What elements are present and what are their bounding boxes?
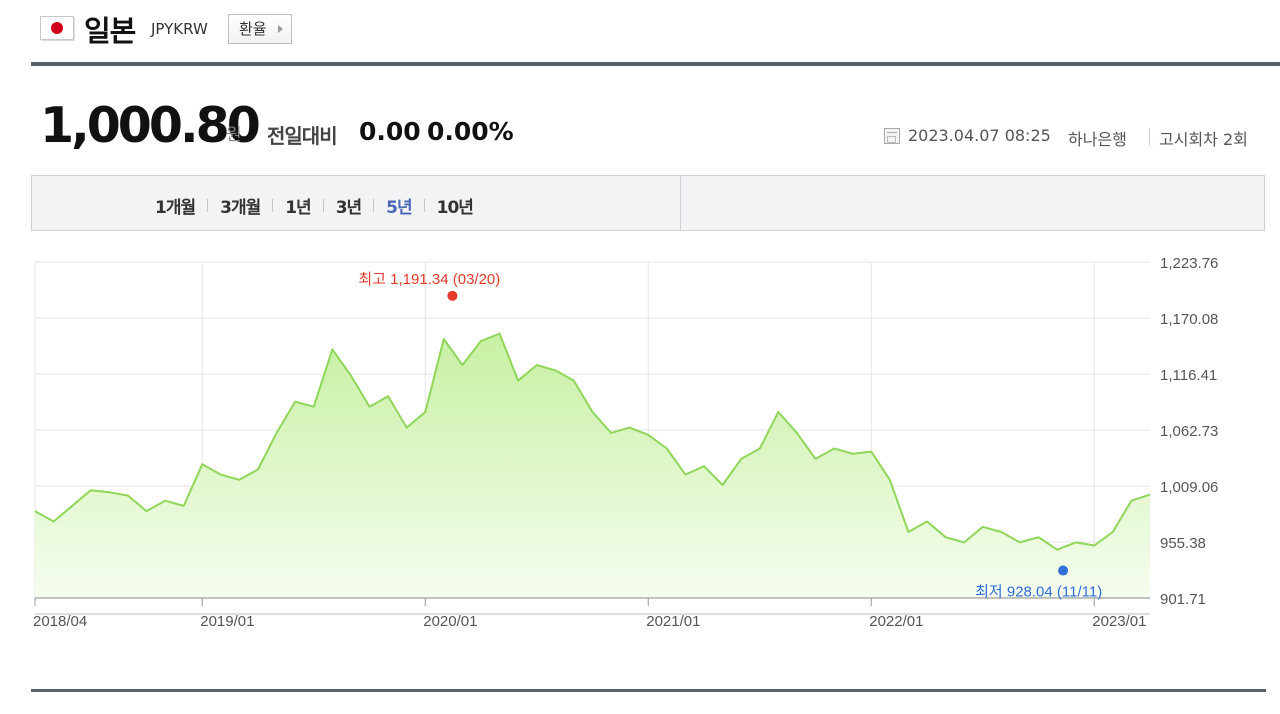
period-tabs: 1개월 3개월 1년 3년 5년 10년 <box>155 193 474 218</box>
period-tab-bar: 1개월 3개월 1년 3년 5년 10년 <box>31 175 1265 231</box>
x-tick-label: 2021/01 <box>646 613 700 630</box>
footer-divider <box>31 689 1266 692</box>
exchange-rate-button[interactable]: 환율 <box>228 14 292 44</box>
high-point-marker <box>447 290 458 301</box>
tab-5-years[interactable]: 5년 <box>386 198 412 218</box>
high-label: 최고 1,191.34 (03/20) <box>358 271 500 288</box>
tab-divider <box>272 199 274 212</box>
y-tick-label: 1,223.76 <box>1160 255 1218 272</box>
x-tick-label: 2023/01 <box>1092 613 1146 630</box>
x-tick-label: 2019/01 <box>200 613 254 630</box>
x-tick-label: 2018/04 <box>33 613 87 630</box>
tab-3-months[interactable]: 3개월 <box>220 198 261 218</box>
tab-divider <box>373 199 375 212</box>
quote-datetime: 2023.04.07 08:25 <box>908 126 1051 145</box>
change-percent: 0.00% <box>427 117 514 146</box>
exchange-rate-button-label: 환율 <box>239 20 267 38</box>
tab-1-month[interactable]: 1개월 <box>155 198 196 218</box>
calendar-icon <box>884 128 900 144</box>
low-label: 최저 928.04 (11/11) <box>975 584 1102 601</box>
header-divider <box>31 62 1280 66</box>
tab-10-years[interactable]: 10년 <box>436 198 474 218</box>
chart-axes: 1,223.76 1,170.08 1,116.41 1,062.73 1,009.06… <box>33 255 1218 630</box>
y-tick-label: 955.38 <box>1160 535 1206 552</box>
y-tick-label: 1,116.41 <box>1160 367 1217 384</box>
page-header: 일본 JPYKRW 환율 <box>0 0 1280 62</box>
x-tick-label: 2020/01 <box>423 613 477 630</box>
tab-divider <box>423 199 425 212</box>
notice-round: 고시회차 2회 <box>1159 130 1248 149</box>
quote-bank: 하나은행 <box>1068 130 1127 149</box>
exchange-rate-chart: 1,223.76 1,170.08 1,116.41 1,062.73 1,009.06… <box>33 255 1218 630</box>
current-price: 1,000.80 <box>40 97 261 154</box>
y-tick-label: 901.71 <box>1160 591 1206 608</box>
country-name: 일본 <box>84 14 136 48</box>
tab-bar-divider <box>680 176 681 230</box>
change-value: 0.00 <box>359 117 421 146</box>
series-area <box>35 333 1150 598</box>
x-tick-label: 2022/01 <box>869 613 923 630</box>
y-tick-label: 1,009.06 <box>1160 479 1218 496</box>
price-unit: 원 <box>226 125 242 145</box>
currency-code: JPYKRW <box>151 20 208 38</box>
low-point-marker <box>1058 565 1069 576</box>
y-tick-label: 1,062.73 <box>1160 423 1218 440</box>
tab-1-year[interactable]: 1년 <box>285 198 311 218</box>
meta-divider <box>1149 128 1150 145</box>
tab-divider <box>322 199 324 212</box>
caret-right-icon <box>278 25 283 33</box>
tab-divider <box>207 199 209 212</box>
chart-annotations: 최고 1,191.34 (03/20) 최저 928.04 (11/11) <box>34 271 1151 601</box>
y-tick-label: 1,170.08 <box>1160 311 1218 328</box>
tab-3-years[interactable]: 3년 <box>335 198 362 218</box>
japan-flag-icon <box>40 16 74 40</box>
compare-label: 전일대비 <box>267 124 338 148</box>
